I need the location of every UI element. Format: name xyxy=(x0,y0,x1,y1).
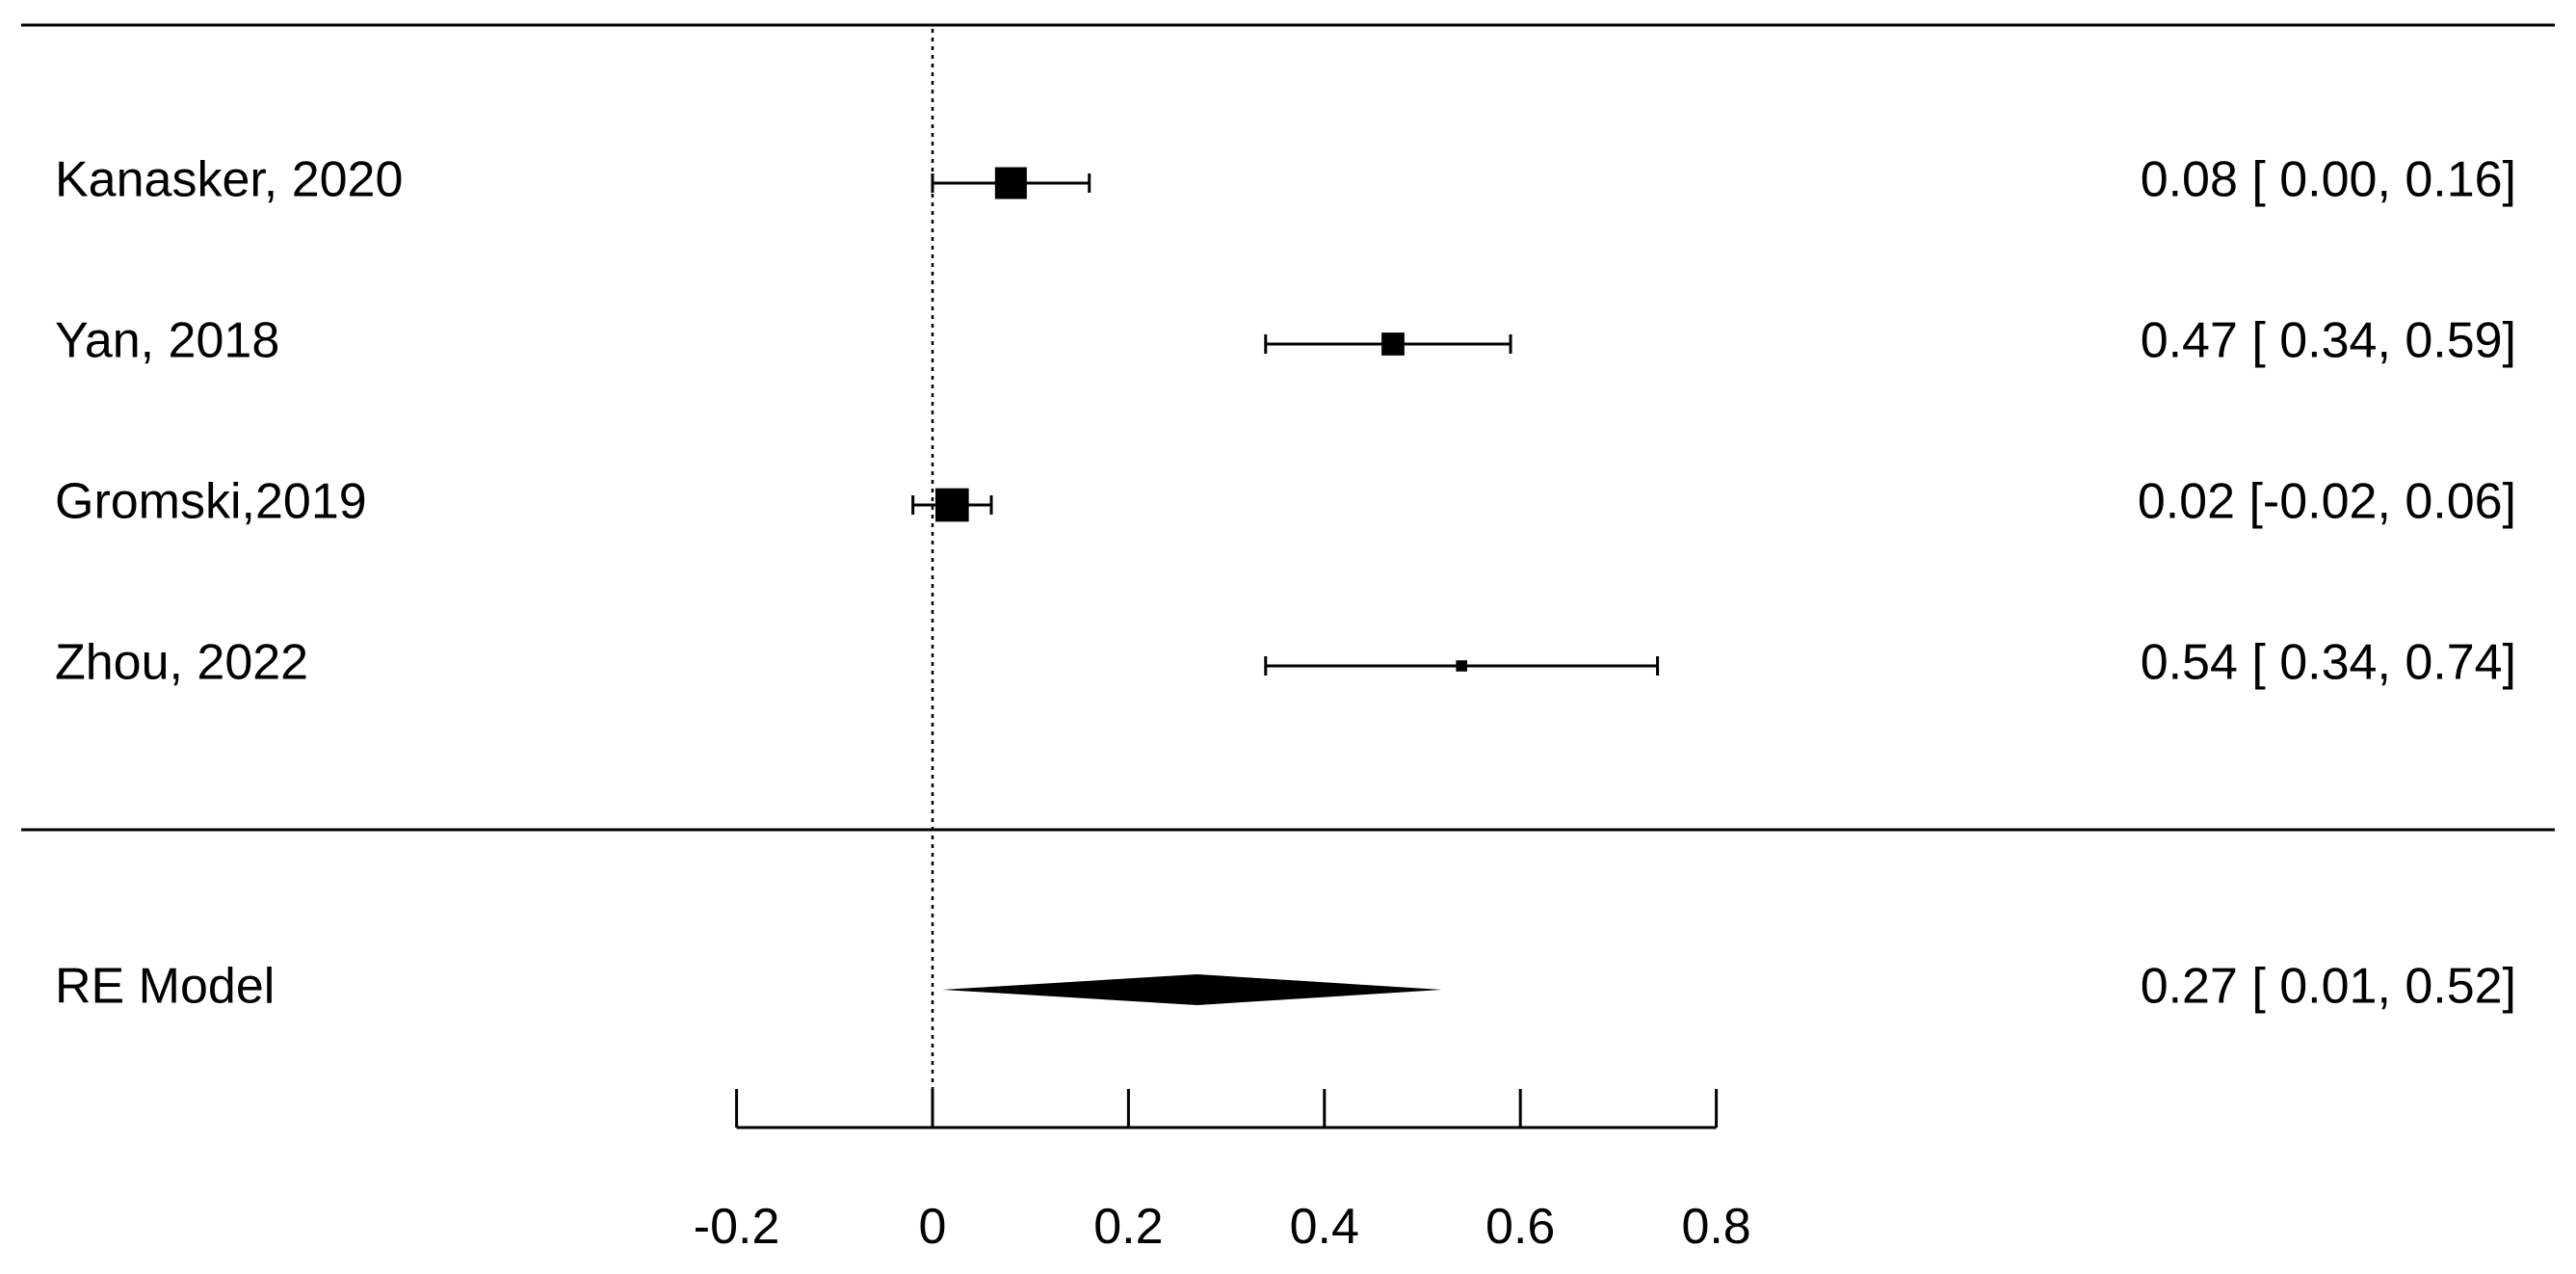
study-row: Zhou, 2022 0.54 [ 0.34, 0.74] xyxy=(55,635,2516,691)
study-row: Gromski,2019 0.02 [-0.02, 0.06] xyxy=(55,474,2516,530)
ci-text: 0.08 [ 0.00, 0.16] xyxy=(2141,152,2516,208)
point-estimate-box xyxy=(994,167,1027,199)
x-tick-label: 0 xyxy=(919,1199,947,1255)
study-label: Kanasker, 2020 xyxy=(55,152,403,208)
x-tick-label: 0.8 xyxy=(1681,1199,1750,1255)
study-label: Yan, 2018 xyxy=(55,313,279,369)
summary-diamond xyxy=(942,974,1442,1005)
study-row: Yan, 2018 0.47 [ 0.34, 0.59] xyxy=(55,313,2516,369)
point-estimate-box xyxy=(1456,660,1467,672)
x-tick-label: 0.4 xyxy=(1290,1199,1359,1255)
study-label: Gromski,2019 xyxy=(55,474,367,530)
study-rows: Kanasker, 2020 0.08 [ 0.00, 0.16] Yan, 201… xyxy=(55,29,2516,1128)
summary-ci-text: 0.27 [ 0.01, 0.52] xyxy=(2141,959,2516,1015)
point-estimate-box xyxy=(1381,332,1405,356)
ci-text: 0.02 [-0.02, 0.06] xyxy=(2138,474,2516,530)
x-tick-label: 0.6 xyxy=(1485,1199,1555,1255)
study-label: Zhou, 2022 xyxy=(55,635,308,691)
summary-row: RE Model 0.27 [ 0.01, 0.52] xyxy=(55,959,2516,1015)
ci-text: 0.47 [ 0.34, 0.59] xyxy=(2141,313,2516,369)
summary-label: RE Model xyxy=(55,959,275,1015)
ci-text: 0.54 [ 0.34, 0.74] xyxy=(2141,635,2516,691)
x-tick-label: -0.2 xyxy=(694,1199,780,1255)
study-row: Kanasker, 2020 0.08 [ 0.00, 0.16] xyxy=(55,152,2516,208)
x-tick-label: 0.2 xyxy=(1093,1199,1163,1255)
point-estimate-box xyxy=(935,488,969,522)
x-axis: -0.2 0 0.2 0.4 0.6 0.8 xyxy=(694,1089,1751,1255)
